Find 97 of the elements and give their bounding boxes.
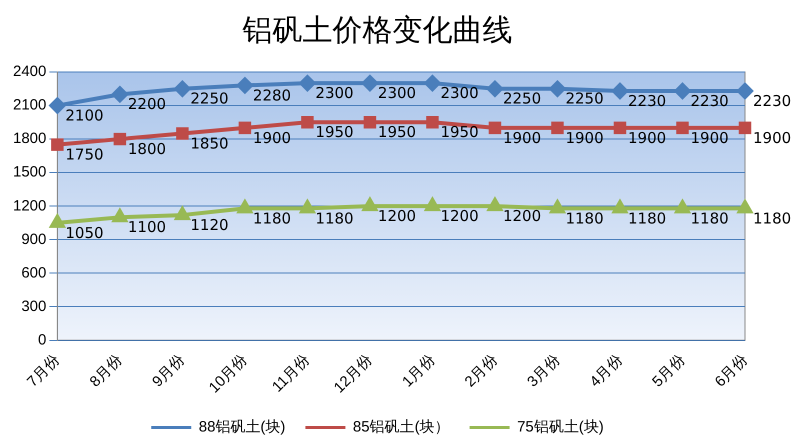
point [50,214,65,228]
data-label: 2230 [628,92,666,110]
data-label: 2100 [65,106,104,124]
data-label: 1120 [190,216,229,234]
data-label: 2300 [378,84,416,102]
x-tick-label: 11月份 [268,351,314,396]
point [112,209,128,222]
data-label: 1950 [378,123,416,142]
data-label: 1750 [65,146,104,164]
data-label: 2200 [128,95,166,114]
y-tick-label: 1500 [12,164,46,181]
data-label: 1100 [128,218,166,236]
point [236,77,253,94]
data-label: 1200 [378,207,416,226]
legend-label: 88铝矾土(块) [198,418,286,436]
point [424,75,440,92]
data-label: 2250 [502,90,542,108]
point [486,80,503,97]
data-label: 1900 [690,128,729,147]
data-label: 1180 [690,209,729,228]
data-label: 2230 [690,92,729,110]
point [488,198,502,212]
point [362,198,378,212]
point [738,200,752,214]
y-tick-label: 300 [21,298,46,315]
x-tick-label: 4月份 [586,351,626,390]
point [114,132,126,146]
data-label: 2300 [315,84,354,102]
data-label: 1180 [252,209,292,228]
point [364,116,376,129]
x-tick-label: 5月份 [649,351,688,390]
x-tick-label: 6月份 [712,351,751,390]
legend-label: 85铝矾土(块） [352,418,450,436]
x-tick-label: 7月份 [24,351,64,390]
data-label: 1800 [128,140,166,158]
data-label: 2280 [252,86,292,104]
data-label: 1900 [628,128,666,147]
data-label: 2250 [190,90,229,108]
point [238,200,252,214]
point [299,75,316,92]
data-label: 1850 [190,134,229,152]
data-label: 1950 [440,123,479,142]
point [174,80,190,97]
x-tick-label: 8月份 [86,351,126,390]
point [51,138,64,151]
point [488,122,502,134]
data-label: 2300 [440,84,479,102]
data-label: 1200 [440,207,479,226]
point [176,127,189,140]
chart-title: 铝矾土价格变化曲线 [242,12,512,48]
x-tick-label: 2月份 [462,351,501,390]
data-label: 1180 [753,209,792,228]
point [426,116,439,129]
y-tick-label: 1800 [12,130,46,148]
x-tick-label: 9月份 [149,351,188,390]
y-tick-label: 1200 [12,197,46,214]
x-tick-label: 3月份 [524,351,564,390]
data-label: 1900 [753,128,792,147]
point [612,83,628,99]
point [549,80,566,97]
data-label: 1900 [252,128,292,147]
y-tick-label: 0 [38,331,46,348]
point [238,122,252,134]
data-label: 1900 [502,128,542,147]
data-label: 1950 [315,123,354,142]
legend-label: 75铝矾土(块) [517,418,604,436]
point [614,122,626,134]
x-tick-label: 12月份 [330,351,376,396]
point [737,83,753,99]
point [175,207,190,220]
y-tick-label: 900 [21,230,46,248]
x-tick-label: 1月份 [399,351,438,390]
data-label: 1200 [502,207,542,226]
point [49,98,66,114]
point [301,116,314,129]
y-tick-label: 2400 [12,63,46,80]
data-label: 1180 [315,209,354,228]
data-label: 2230 [753,92,792,110]
point [738,122,752,134]
data-label: 1180 [628,209,666,228]
data-label: 1900 [565,128,604,147]
point [425,198,440,212]
y-tick-label: 2100 [12,96,46,114]
point [362,75,378,92]
point [674,83,690,99]
y-tick-label: 600 [21,264,46,282]
data-label: 1050 [65,224,104,242]
point [551,122,564,134]
data-label: 2250 [565,90,604,108]
point [676,122,689,134]
x-tick-label: 10月份 [206,351,251,396]
point [675,200,690,214]
point [112,86,128,102]
data-label: 1180 [565,209,604,228]
point [550,200,565,214]
point [612,200,628,214]
point [300,200,315,214]
